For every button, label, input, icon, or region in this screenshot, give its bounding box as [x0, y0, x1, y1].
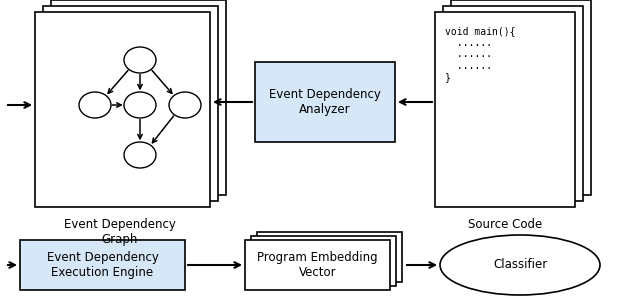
Bar	[451, 0, 591, 195]
Text: Classifier: Classifier	[493, 258, 547, 271]
Text: Event Dependency
Analyzer: Event Dependency Analyzer	[269, 88, 381, 116]
Bar	[20, 240, 185, 290]
Bar	[255, 62, 395, 142]
Text: void main(){
  ......
  ......
  ......
}: void main(){ ...... ...... ...... }	[445, 26, 515, 83]
Ellipse shape	[124, 92, 156, 118]
Text: Program Embedding
Vector: Program Embedding Vector	[257, 251, 378, 279]
Bar	[35, 12, 210, 207]
Text: Source Code: Source Code	[468, 218, 542, 231]
Bar	[257, 232, 402, 282]
Text: Event Dependency
Execution Engine: Event Dependency Execution Engine	[47, 251, 158, 279]
Bar	[51, 0, 226, 195]
Bar	[443, 6, 583, 201]
Ellipse shape	[440, 235, 600, 295]
Bar	[245, 240, 390, 290]
Ellipse shape	[124, 47, 156, 73]
Bar	[251, 236, 396, 286]
Bar	[43, 6, 218, 201]
Text: Event Dependency
Graph: Event Dependency Graph	[64, 218, 176, 246]
Bar	[435, 12, 575, 207]
Ellipse shape	[79, 92, 111, 118]
Ellipse shape	[124, 142, 156, 168]
Ellipse shape	[169, 92, 201, 118]
